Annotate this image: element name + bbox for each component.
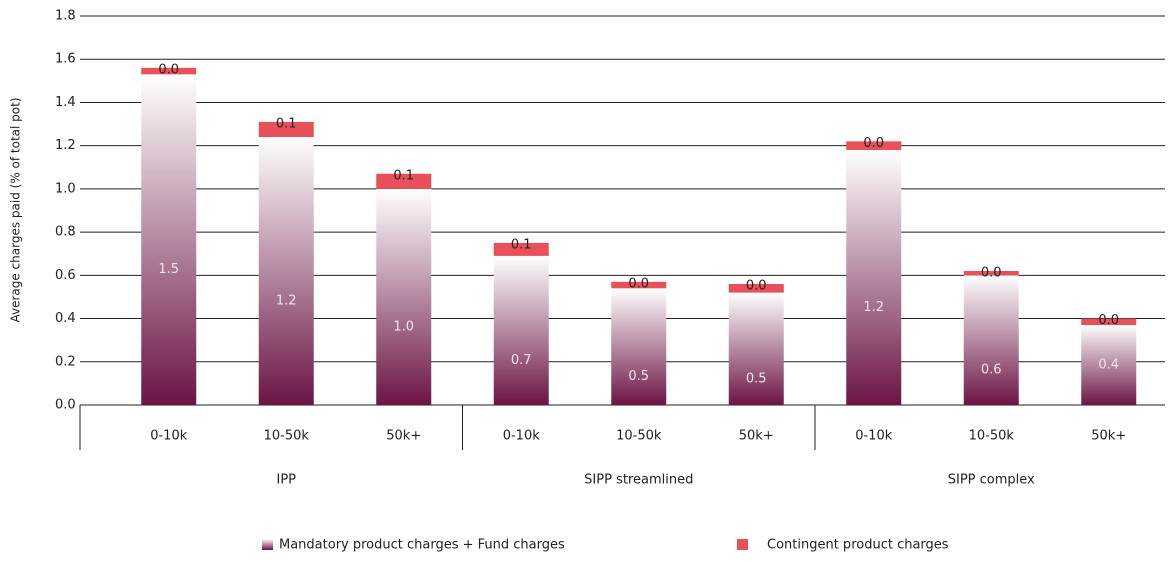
x-tick-label: 10-50k xyxy=(616,429,662,444)
value-label: 0.0 xyxy=(746,278,767,293)
bar-mandatory xyxy=(141,74,197,405)
y-tick-label: 1.2 xyxy=(55,138,76,153)
y-tick-label: 0.4 xyxy=(55,311,76,326)
value-label: 1.5 xyxy=(158,262,179,277)
bar-contingent xyxy=(1081,318,1137,326)
value-label: 0.1 xyxy=(393,168,414,183)
group-label: IPP xyxy=(276,473,296,488)
x-tick-label: 0-10k xyxy=(503,429,541,444)
value-label: 0.4 xyxy=(1098,358,1119,373)
bar-contingent xyxy=(846,141,902,150)
bar-contingent xyxy=(258,121,314,138)
y-tick-label: 1.6 xyxy=(55,52,76,67)
bar-mandatory xyxy=(1081,325,1137,405)
x-tick-label: 0-10k xyxy=(150,429,188,444)
legend-swatch xyxy=(737,539,748,550)
y-tick-label: 0.8 xyxy=(55,225,76,240)
y-tick-label: 1.0 xyxy=(55,181,76,196)
value-label: 0.5 xyxy=(628,369,649,384)
value-label: 0.0 xyxy=(628,276,649,291)
value-label: 1.2 xyxy=(276,294,297,309)
bar-mandatory xyxy=(846,149,902,405)
bar-contingent xyxy=(376,173,432,189)
bar-contingent xyxy=(141,67,197,75)
group-label: SIPP streamlined xyxy=(584,473,693,488)
legend-label: Mandatory product charges + Fund charges xyxy=(279,538,565,553)
value-label: 0.5 xyxy=(746,371,767,386)
bar-mandatory xyxy=(963,275,1019,405)
bar-contingent xyxy=(728,283,784,293)
y-tick-label: 0.6 xyxy=(55,268,76,283)
value-label: 0.0 xyxy=(1098,313,1119,328)
bar-mandatory xyxy=(611,288,667,405)
y-tick-label: 0.0 xyxy=(55,398,76,413)
y-tick-label: 0.2 xyxy=(55,354,76,369)
x-tick-label: 10-50k xyxy=(969,429,1015,444)
value-label: 0.0 xyxy=(981,266,1002,281)
y-tick-label: 1.4 xyxy=(55,95,76,110)
x-tick-label: 50k+ xyxy=(739,429,774,444)
x-tick-label: 0-10k xyxy=(855,429,893,444)
x-tick-label: 10-50k xyxy=(264,429,310,444)
legend-swatch xyxy=(262,539,273,550)
x-tick-label: 50k+ xyxy=(1091,429,1126,444)
value-label: 0.6 xyxy=(981,363,1002,378)
group-label: SIPP complex xyxy=(948,473,1035,488)
bar-mandatory xyxy=(376,188,432,405)
value-label: 0.0 xyxy=(863,136,884,151)
x-tick-label: 50k+ xyxy=(386,429,421,444)
value-label: 1.2 xyxy=(863,300,884,315)
value-label: 0.1 xyxy=(511,237,532,252)
bar-mandatory xyxy=(728,292,784,405)
legend-label: Contingent product charges xyxy=(767,538,949,553)
bar-contingent xyxy=(493,242,549,256)
value-label: 1.0 xyxy=(393,319,414,334)
y-axis-label: Average charges paid (% of total pot) xyxy=(9,97,23,322)
value-label: 0.1 xyxy=(276,116,297,131)
bar-mandatory xyxy=(258,137,314,405)
y-tick-label: 1.8 xyxy=(55,9,76,24)
value-label: 0.7 xyxy=(511,353,532,368)
bar-contingent xyxy=(611,281,667,289)
value-label: 0.0 xyxy=(158,62,179,77)
bar-contingent xyxy=(963,271,1019,276)
bar-mandatory xyxy=(493,255,549,405)
